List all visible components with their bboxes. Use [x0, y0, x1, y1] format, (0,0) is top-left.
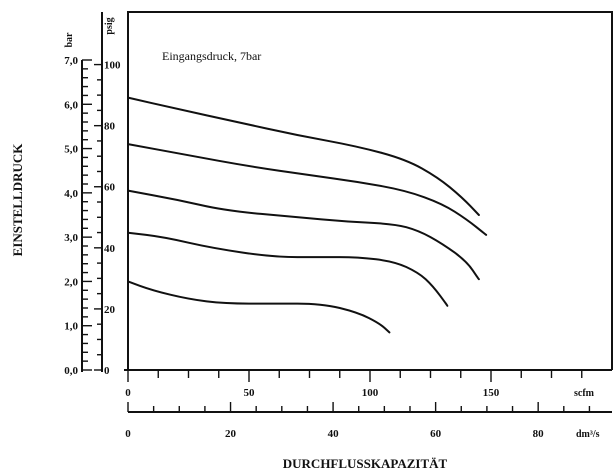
x-scfm-tick-label: 0: [125, 387, 131, 399]
x-scfm-tick-label: 150: [483, 387, 500, 399]
y-psig-tick-label: 0: [104, 365, 110, 377]
y-psig-tick-label: 80: [104, 121, 116, 133]
y-bar-tick-label: 6,0: [64, 99, 78, 111]
y-bar-tick-label: 2,0: [64, 276, 78, 288]
x-dm3s-tick-label: 80: [533, 428, 545, 440]
series-line-3: [127, 189, 480, 281]
y-bar-tick-label: 1,0: [64, 321, 78, 333]
x-axis-scfm-unit: scfm: [574, 388, 595, 399]
x-dm3s-tick-label: 0: [125, 428, 131, 440]
y-psig-tick-label: 100: [104, 60, 121, 72]
y-axis-title: EINSTELLDRUCK: [10, 143, 25, 257]
y-axis-bar-unit: bar: [64, 32, 75, 48]
x-axis-dm3s-unit: dm³/s: [576, 429, 600, 440]
y-psig-tick-label: 20: [104, 304, 116, 316]
series-line-5: [127, 96, 480, 216]
y-psig-tick-label: 60: [104, 182, 116, 194]
x-scfm-tick-label: 100: [362, 387, 379, 399]
y-bar-tick-label: 4,0: [64, 188, 78, 200]
series-line-2: [127, 231, 449, 307]
y-psig-tick-label: 40: [104, 243, 116, 255]
y-bar-tick-label: 5,0: [64, 144, 78, 156]
x-dm3s-tick-label: 20: [225, 428, 237, 440]
series-line-1: [127, 280, 391, 334]
x-dm3s-tick-label: 40: [328, 428, 340, 440]
y-bar-tick-label: 3,0: [64, 232, 78, 244]
x-dm3s-tick-label: 60: [430, 428, 442, 440]
x-axis-title: DURCHFLUSSKAPAZITÄT: [283, 456, 448, 471]
inlet-pressure-annotation: Eingangsdruck, 7bar: [162, 49, 261, 63]
plot-frame: [127, 11, 613, 370]
y-bar-tick-label: 0,0: [64, 365, 78, 377]
y-axis-psig-unit: psig: [104, 17, 115, 34]
y-bar-tick-label: 7,0: [64, 55, 78, 67]
series-line-4: [127, 143, 488, 236]
x-scfm-tick-label: 50: [244, 387, 256, 399]
